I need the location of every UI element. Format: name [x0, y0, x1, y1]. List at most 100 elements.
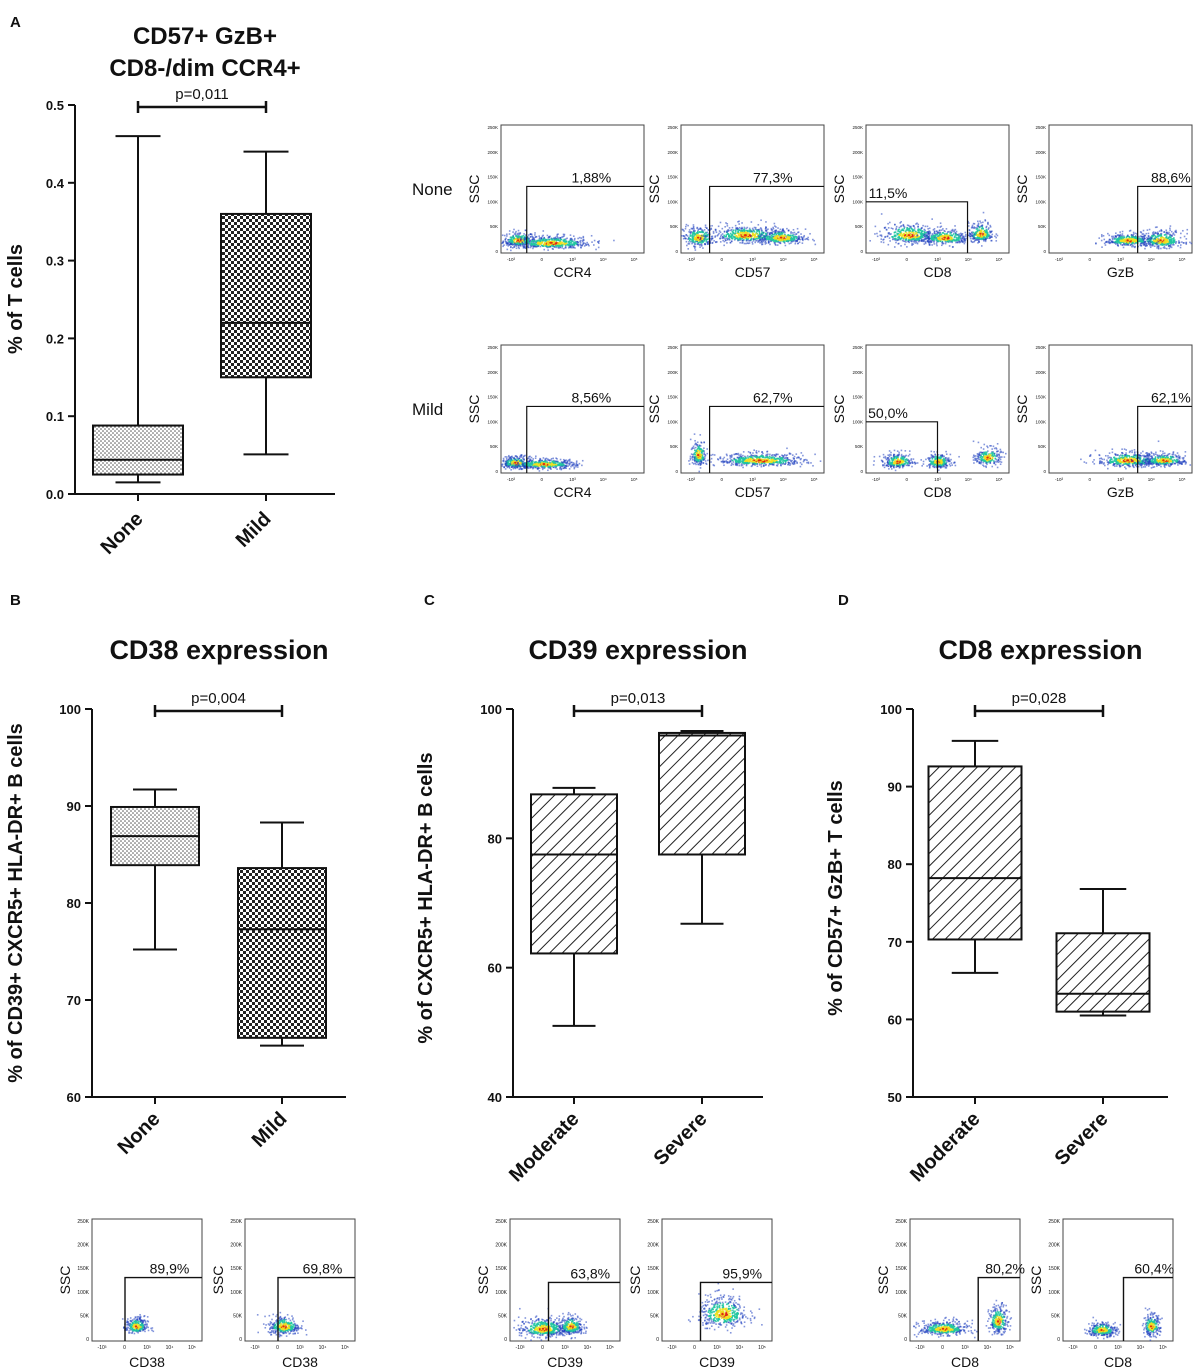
density-point: [696, 231, 698, 234]
density-point: [723, 234, 725, 237]
density-point: [541, 465, 543, 468]
density-point: [1148, 236, 1150, 239]
density-point: [774, 225, 776, 227]
density-point: [710, 228, 713, 230]
density-point: [689, 457, 692, 460]
density-point: [502, 460, 505, 463]
density-point: [577, 241, 580, 244]
density-point: [544, 245, 547, 247]
density-point: [887, 243, 890, 246]
density-point: [779, 230, 782, 233]
density-point: [736, 228, 739, 231]
density-point: [1135, 239, 1137, 241]
density-point: [570, 244, 572, 246]
density-point: [708, 238, 710, 240]
density-point: [563, 460, 565, 463]
density-point: [984, 219, 987, 221]
density-point: [1121, 234, 1123, 237]
density-point: [977, 240, 980, 243]
density-point: [896, 239, 898, 242]
density-point: [562, 247, 565, 250]
density-point: [568, 459, 570, 461]
density-point: [682, 235, 685, 237]
density-point: [542, 238, 544, 241]
density-point: [1139, 239, 1142, 241]
density-point: [902, 235, 904, 237]
density-point: [533, 465, 536, 467]
density-point: [502, 240, 505, 243]
density-point: [691, 457, 693, 459]
density-point: [1119, 242, 1122, 244]
density-point: [1165, 229, 1168, 232]
density-point: [778, 230, 780, 233]
density-point: [524, 454, 526, 457]
density-point: [565, 244, 567, 246]
density-point: [879, 230, 881, 233]
density-point: [582, 238, 585, 241]
density-point: [793, 236, 795, 238]
density-point: [925, 236, 927, 238]
density-point: [958, 241, 961, 244]
density-point: [1111, 235, 1113, 238]
density-point: [760, 241, 763, 244]
density-point: [953, 239, 955, 241]
density-point: [947, 234, 950, 237]
density-point: [765, 242, 768, 244]
density-point: [775, 229, 777, 231]
density-point: [1121, 240, 1124, 243]
density-point: [699, 244, 701, 247]
density-point: [575, 461, 578, 464]
flow-y-tick-label: 200K: [667, 370, 678, 375]
density-point: [813, 239, 815, 242]
density-point: [911, 243, 913, 245]
density-point: [1153, 241, 1155, 244]
density-point: [899, 237, 901, 240]
density-point: [773, 242, 776, 244]
density-point: [981, 227, 983, 230]
density-point: [767, 242, 770, 244]
density-point: [912, 238, 914, 240]
density-point: [527, 457, 530, 460]
density-point: [564, 461, 566, 464]
density-point: [549, 459, 552, 461]
density-point: [765, 221, 767, 223]
density-point: [1179, 236, 1182, 239]
density-point: [705, 234, 708, 236]
density-point: [773, 454, 775, 456]
density-point: [699, 240, 702, 243]
density-point: [566, 461, 568, 463]
density-point: [761, 243, 764, 246]
density-point: [793, 237, 796, 239]
density-point: [538, 467, 541, 470]
density-point: [1138, 237, 1140, 240]
density-point: [771, 231, 773, 234]
density-point: [577, 464, 579, 466]
density-point: [781, 230, 783, 232]
density-point: [911, 231, 914, 234]
density-point: [579, 244, 582, 247]
density-point: [703, 233, 706, 235]
density-point: [888, 237, 891, 239]
flow-x-tick-label: 10³: [1117, 257, 1124, 262]
density-point: [529, 240, 532, 243]
density-point: [965, 233, 967, 236]
density-point: [750, 239, 753, 241]
density-point: [696, 449, 699, 452]
density-point: [914, 240, 917, 242]
density-point: [975, 228, 978, 230]
density-point: [783, 453, 786, 456]
flow-y-tick-label: 250K: [1035, 125, 1046, 130]
density-point: [777, 463, 779, 465]
density-point: [506, 459, 508, 462]
density-point: [692, 463, 695, 465]
density-point: [693, 231, 695, 233]
density-point: [786, 239, 789, 242]
density-point: [1157, 234, 1159, 237]
density-point: [973, 233, 976, 236]
density-point: [698, 447, 701, 450]
density-point: [935, 239, 938, 242]
density-point: [515, 235, 517, 237]
density-point: [514, 233, 517, 236]
density-point: [706, 227, 708, 229]
density-point: [922, 233, 924, 235]
